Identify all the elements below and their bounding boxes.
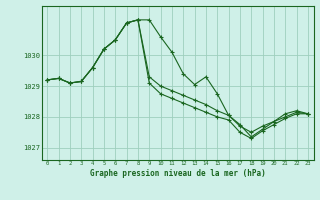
X-axis label: Graphe pression niveau de la mer (hPa): Graphe pression niveau de la mer (hPa) bbox=[90, 169, 266, 178]
